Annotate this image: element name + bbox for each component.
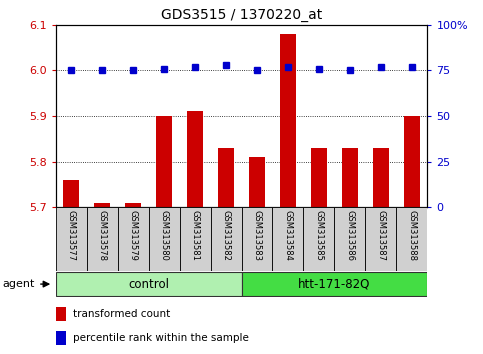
Text: agent: agent — [2, 279, 35, 289]
Text: GSM313580: GSM313580 — [159, 210, 169, 261]
Bar — [249, 157, 265, 207]
Bar — [56, 331, 66, 344]
Text: GSM313586: GSM313586 — [345, 210, 355, 261]
Text: GSM313579: GSM313579 — [128, 210, 138, 261]
Text: htt-171-82Q: htt-171-82Q — [298, 278, 370, 291]
Title: GDS3515 / 1370220_at: GDS3515 / 1370220_at — [161, 8, 322, 22]
Text: GSM313585: GSM313585 — [314, 210, 324, 261]
Text: GSM313578: GSM313578 — [98, 210, 107, 261]
Bar — [94, 202, 110, 207]
Bar — [211, 207, 242, 271]
Bar — [63, 180, 79, 207]
Bar — [366, 207, 397, 271]
Text: GSM313582: GSM313582 — [222, 210, 230, 261]
Bar — [156, 116, 172, 207]
Bar — [56, 272, 242, 296]
Bar — [149, 207, 180, 271]
Text: control: control — [128, 278, 169, 291]
Text: transformed count: transformed count — [73, 309, 170, 319]
Bar — [56, 207, 86, 271]
Bar — [404, 116, 420, 207]
Text: GSM313584: GSM313584 — [284, 210, 293, 261]
Bar — [117, 207, 149, 271]
Bar — [342, 148, 358, 207]
Text: GSM313588: GSM313588 — [408, 210, 416, 261]
Bar — [187, 112, 203, 207]
Bar — [242, 272, 427, 296]
Bar — [334, 207, 366, 271]
Bar — [311, 148, 327, 207]
Text: GSM313587: GSM313587 — [376, 210, 385, 261]
Text: GSM313581: GSM313581 — [190, 210, 199, 261]
Text: GSM313577: GSM313577 — [67, 210, 75, 261]
Bar — [180, 207, 211, 271]
Bar — [218, 148, 234, 207]
Bar — [86, 207, 117, 271]
Bar — [373, 148, 389, 207]
Bar — [280, 34, 296, 207]
Bar — [303, 207, 334, 271]
Bar — [272, 207, 303, 271]
Bar — [242, 207, 272, 271]
Text: GSM313583: GSM313583 — [253, 210, 261, 261]
Text: percentile rank within the sample: percentile rank within the sample — [73, 332, 249, 343]
Bar — [397, 207, 427, 271]
Bar — [125, 202, 141, 207]
Bar — [56, 307, 66, 321]
